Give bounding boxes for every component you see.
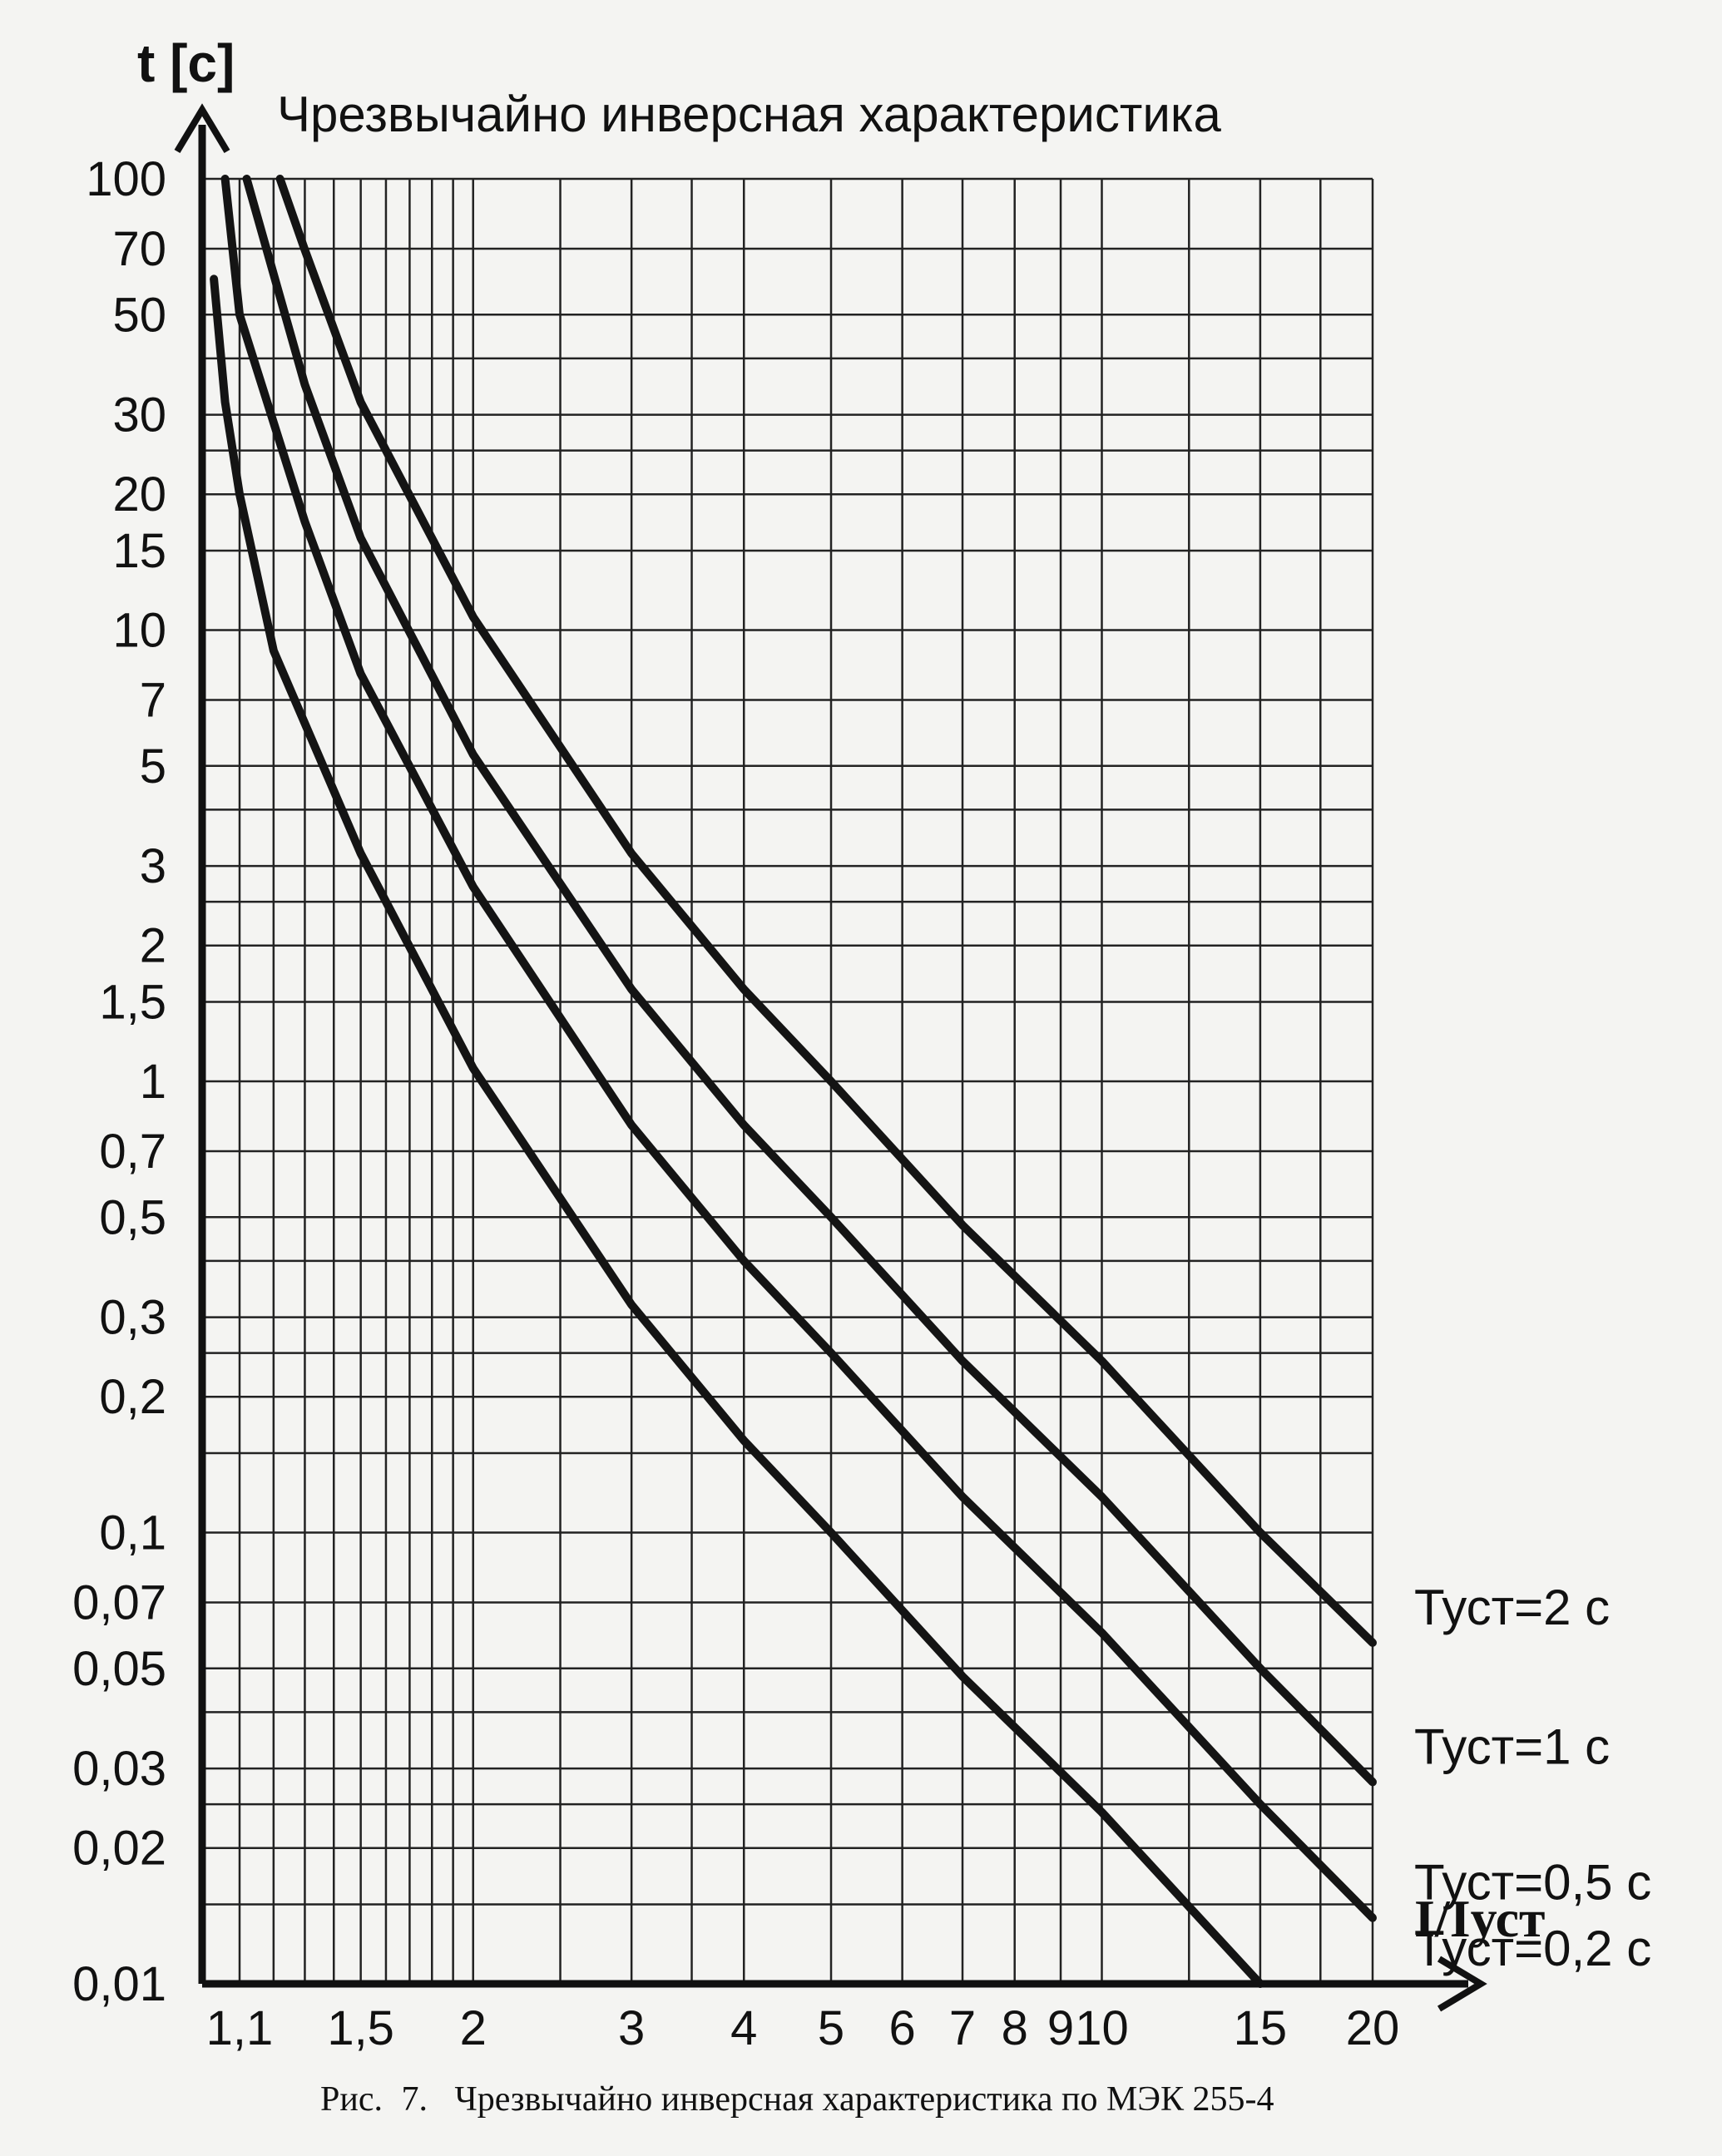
y-tick-label: 1 — [140, 1055, 166, 1109]
series-label: Туст=0,5 с — [1414, 1855, 1651, 1911]
y-tick-label: 2 — [140, 919, 166, 973]
x-tick-label: 1,1 — [206, 2001, 274, 2055]
series-curve — [210, 274, 1264, 1988]
x-tick-label: 8 — [1002, 2001, 1028, 2055]
y-tick-label: 0,2 — [99, 1370, 166, 1424]
curves — [210, 175, 1377, 1988]
x-axis-arrow — [1437, 1956, 1487, 2012]
series-label: Туст=0,2 с — [1414, 1921, 1651, 1976]
x-tick-label: 3 — [618, 2001, 645, 2055]
y-tick-label: 10 — [112, 604, 166, 658]
series-curve — [242, 175, 1377, 1787]
caption-prefix: Рис. — [320, 2080, 383, 2119]
y-tick-label: 0,07 — [72, 1576, 166, 1630]
y-tick-label: 0,03 — [72, 1742, 166, 1796]
x-tick-label: 9 — [1047, 2001, 1074, 2055]
y-tick-label: 1,5 — [99, 975, 166, 1029]
y-tick-label: 0,02 — [72, 1822, 166, 1876]
x-axis-label: I/Iуст — [1414, 1889, 1545, 1948]
x-tick-label: 4 — [730, 2001, 757, 2055]
y-tick-label: 20 — [112, 467, 166, 522]
y-tick-label: 70 — [112, 222, 166, 276]
axes — [174, 103, 1487, 2012]
chart-title: Чрезвычайно инверсная характеристика — [277, 87, 1221, 142]
series-curve — [220, 175, 1377, 1922]
y-tick-label: 0,3 — [99, 1291, 166, 1345]
y-tick-label: 30 — [112, 388, 166, 443]
y-axis-arrow — [174, 103, 230, 154]
x-tick-label: 1,5 — [327, 2001, 394, 2055]
caption-text: Чрезвычайно инверсная характеристика по … — [454, 2080, 1274, 2119]
series-label: Туст=1 с — [1414, 1718, 1610, 1774]
y-tick-label: 0,1 — [99, 1506, 166, 1560]
y-tick-label: 7 — [140, 674, 166, 728]
grid — [202, 177, 1374, 1985]
x-tick-labels: 1,1 1,5 2 3 4 5 6 7 8 9 10 15 20 — [206, 2001, 1400, 2055]
y-tick-label: 15 — [112, 524, 166, 578]
y-tick-label: 0,05 — [72, 1642, 166, 1696]
x-tick-label: 5 — [818, 2001, 844, 2055]
y-tick-label: 50 — [112, 288, 166, 342]
x-tick-label: 2 — [460, 2001, 487, 2055]
x-tick-label: 10 — [1075, 2001, 1129, 2055]
series-label: Туст=2 с — [1414, 1580, 1610, 1635]
x-tick-label: 20 — [1346, 2001, 1400, 2055]
x-tick-label: 6 — [888, 2001, 915, 2055]
figure-caption: Рис. 7. Чрезвычайно инверсная характерис… — [320, 2080, 1274, 2119]
y-tick-label: 0,01 — [72, 1957, 166, 2011]
y-tick-label: 0,5 — [99, 1190, 166, 1244]
y-tick-label: 0,7 — [99, 1125, 166, 1179]
y-axis-label: t [c] — [137, 33, 235, 93]
y-tick-label: 100 — [86, 152, 166, 206]
series-labels: Туст=2 с Туст=1 с Туст=0,5 с Туст=0,2 с — [1414, 1580, 1651, 1976]
x-tick-label: 15 — [1234, 2001, 1288, 2055]
y-tick-label: 5 — [140, 739, 166, 794]
caption-number: 7. — [401, 2080, 428, 2119]
y-tick-label: 3 — [140, 839, 166, 893]
x-tick-label: 7 — [949, 2001, 976, 2055]
series-curve — [275, 175, 1377, 1647]
